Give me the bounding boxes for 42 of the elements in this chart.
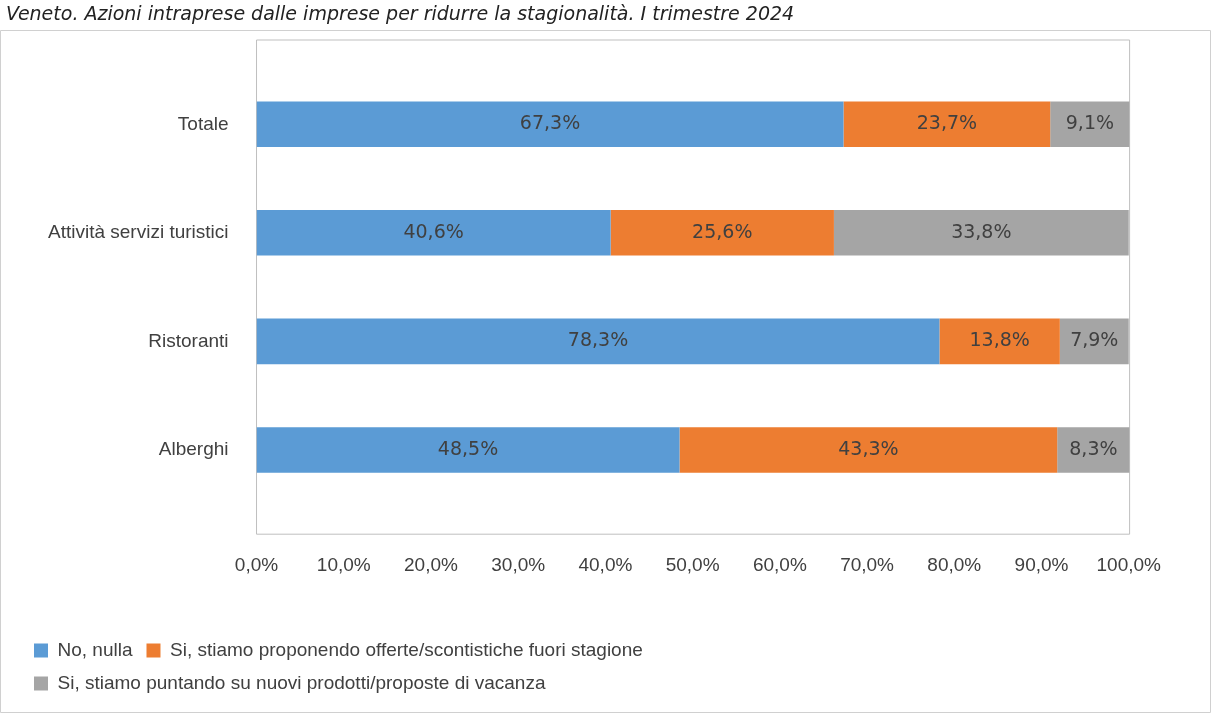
x-tick-label: 40,0% <box>578 553 633 575</box>
y-tick-label: Alberghi <box>158 438 229 460</box>
data-label: 9,1% <box>1065 111 1115 134</box>
bar <box>833 210 1129 256</box>
bar <box>610 210 834 256</box>
data-label: 78,3% <box>567 328 629 351</box>
x-tick-label: 10,0% <box>316 553 371 575</box>
y-tick-label: Attività servizi turistici <box>48 221 229 243</box>
bar <box>1057 427 1130 473</box>
data-label: 13,8% <box>969 328 1030 351</box>
data-label: 40,6% <box>403 219 464 242</box>
x-tick-label: 100,0% <box>1096 553 1162 575</box>
bar <box>256 210 611 256</box>
x-tick-label: 90,0% <box>1014 553 1069 575</box>
x-tick-label: 20,0% <box>404 553 459 575</box>
data-label: 23,7% <box>916 111 978 134</box>
bar <box>256 101 844 148</box>
bar <box>256 318 940 365</box>
x-tick-label: 30,0% <box>491 553 546 575</box>
bar <box>939 318 1060 365</box>
bar <box>843 101 1051 148</box>
bar <box>679 427 1058 473</box>
data-label: 48,5% <box>437 436 499 459</box>
y-tick-label: Totale <box>177 112 229 134</box>
data-label: 25,6% <box>692 219 753 242</box>
data-label: 8,3% <box>1069 436 1118 459</box>
legend-label: No, nulla <box>57 638 133 660</box>
y-tick-label: Ristoranti <box>148 329 229 351</box>
x-tick-label: 60,0% <box>752 553 807 575</box>
bar <box>1050 101 1130 148</box>
x-tick-label: 70,0% <box>840 553 895 575</box>
legend-label: Si, stiamo proponendo offerte/scontistiche fuori stagione <box>169 638 643 660</box>
data-label: 33,8% <box>951 219 1012 242</box>
data-label: 7,9% <box>1070 328 1119 351</box>
x-tick-label: 80,0% <box>927 553 982 575</box>
x-tick-label: 50,0% <box>665 553 720 575</box>
bar <box>256 427 680 473</box>
chart-title: Veneto. Azioni intraprese dalle imprese per ridurre la stagionalità. I trimestre 2024 <box>5 1 796 26</box>
data-label: 67,3% <box>519 111 581 134</box>
x-tick-label: 0,0% <box>234 553 279 575</box>
data-label: 43,3% <box>838 436 899 459</box>
legend-label: Si, stiamo puntando su nuovi prodotti/proposte di vacanza <box>57 671 546 693</box>
